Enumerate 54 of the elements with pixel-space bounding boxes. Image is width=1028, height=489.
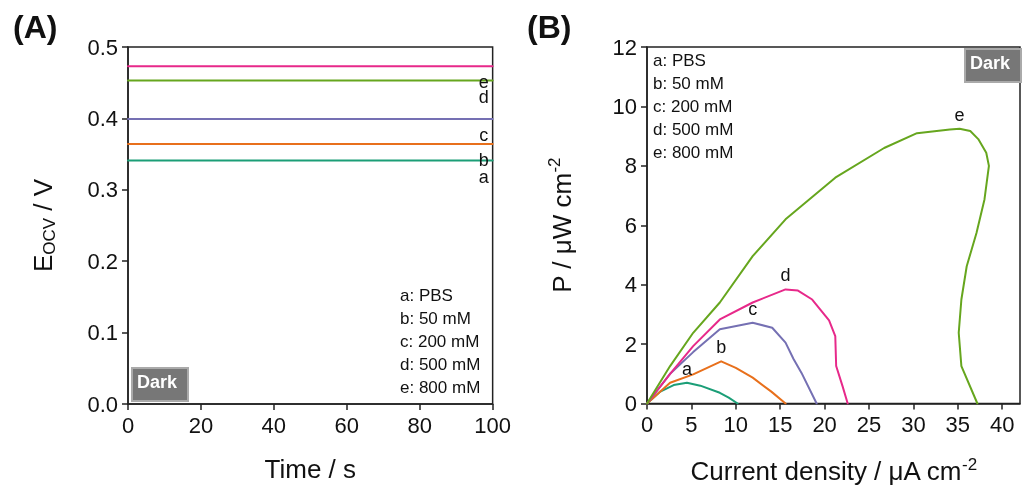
x-tick-label: 40 [261, 412, 287, 438]
annotation: c: 200 mM [400, 332, 480, 351]
x-tick-label: 5 [685, 412, 698, 437]
x-tick-label: 0 [121, 412, 135, 438]
x-tick-label: 20 [812, 412, 837, 437]
x-tick-label: 30 [901, 412, 926, 437]
y-axis-title: EOCV / V [27, 178, 59, 273]
series-label: a [681, 358, 693, 379]
y-tick-label: 4 [624, 272, 637, 298]
line-series [646, 288, 849, 405]
x-tick-label: 20 [188, 412, 214, 438]
y-tick-label: 0.2 [87, 248, 118, 274]
y-tick-label: 0.0 [87, 391, 118, 417]
x-tick-label: 80 [407, 412, 432, 438]
x-tick-label: 35 [945, 412, 971, 437]
annotation: c: 200 mM [653, 97, 733, 116]
y-tick-label: 0 [624, 391, 637, 416]
y-axis-title: P / μW cm-2 [545, 157, 577, 293]
annotation: a: PBS [400, 286, 453, 305]
series-label: c [748, 298, 758, 319]
y-tick-label: 0.1 [87, 320, 118, 346]
x-tick-label: 100 [474, 412, 512, 438]
x-tick-label: 0 [640, 412, 654, 437]
y-tick-label: 12 [612, 34, 637, 60]
series-label: d [780, 265, 791, 286]
annotation: d: 500 mM [400, 355, 481, 374]
annotation: b: 50 mM [400, 309, 471, 328]
x-tick-label: 60 [334, 412, 360, 438]
annotation: b: 50 mM [653, 74, 724, 93]
x-tick-label: 40 [990, 412, 1015, 437]
series-label: e [954, 104, 965, 125]
series-label: b [716, 337, 727, 358]
x-tick-label: 15 [767, 412, 793, 437]
y-tick-label: 6 [624, 212, 637, 238]
y-tick-label: 0.4 [87, 105, 118, 131]
line-series [646, 360, 787, 405]
annotation: Dark [970, 53, 1012, 73]
chart-title: (A) [13, 9, 58, 45]
x-tick-label: 25 [856, 412, 882, 437]
chart-title: (B) [527, 9, 572, 45]
series-label: a [478, 166, 490, 187]
annotation: a: PBS [653, 51, 706, 70]
y-tick-label: 8 [624, 153, 637, 179]
annotation: Dark [137, 372, 179, 392]
y-tick-label: 10 [612, 93, 637, 119]
series-label: c [479, 125, 489, 146]
x-axis-title: Time / s [264, 454, 357, 484]
annotation: e: 800 mM [400, 378, 481, 397]
x-tick-label: 10 [723, 412, 749, 437]
annotation: d: 500 mM [653, 120, 734, 139]
y-tick-label: 2 [624, 331, 637, 357]
y-tick-label: 0.3 [87, 177, 118, 203]
annotation: e: 800 mM [653, 143, 734, 162]
y-tick-label: 0.5 [87, 34, 118, 60]
